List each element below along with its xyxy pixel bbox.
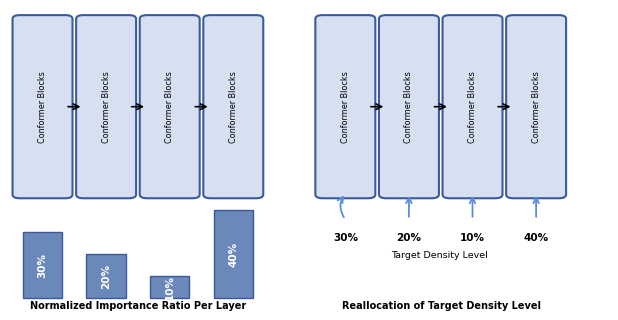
Text: Reallocation of Target Density Level: Reallocation of Target Density Level [342, 300, 541, 310]
FancyBboxPatch shape [23, 232, 62, 298]
FancyBboxPatch shape [150, 276, 189, 298]
FancyBboxPatch shape [442, 15, 502, 198]
FancyBboxPatch shape [87, 254, 126, 298]
FancyBboxPatch shape [506, 15, 566, 198]
Text: 40%: 40% [228, 242, 239, 267]
Text: Conformer Blocks: Conformer Blocks [165, 71, 174, 143]
FancyBboxPatch shape [76, 15, 136, 198]
Text: 20%: 20% [101, 264, 111, 289]
Text: Target Density Level: Target Density Level [391, 251, 488, 260]
FancyBboxPatch shape [140, 15, 200, 198]
Text: 10%: 10% [165, 275, 175, 300]
FancyBboxPatch shape [379, 15, 439, 198]
FancyBboxPatch shape [315, 15, 375, 198]
Text: 20%: 20% [396, 233, 421, 244]
Text: Conformer Blocks: Conformer Blocks [229, 71, 238, 143]
FancyBboxPatch shape [214, 210, 253, 298]
FancyBboxPatch shape [12, 15, 72, 198]
Text: Normalized Importance Ratio Per Layer: Normalized Importance Ratio Per Layer [30, 300, 247, 310]
Text: 40%: 40% [523, 233, 549, 244]
Text: 30%: 30% [333, 233, 358, 244]
Text: Conformer Blocks: Conformer Blocks [404, 71, 413, 143]
Text: 30%: 30% [38, 252, 48, 277]
Text: Conformer Blocks: Conformer Blocks [468, 71, 477, 143]
FancyBboxPatch shape [203, 15, 263, 198]
Text: Conformer Blocks: Conformer Blocks [38, 71, 47, 143]
Text: 10%: 10% [460, 233, 485, 244]
Text: Conformer Blocks: Conformer Blocks [531, 71, 541, 143]
Text: Conformer Blocks: Conformer Blocks [101, 71, 111, 143]
Text: Conformer Blocks: Conformer Blocks [341, 71, 350, 143]
